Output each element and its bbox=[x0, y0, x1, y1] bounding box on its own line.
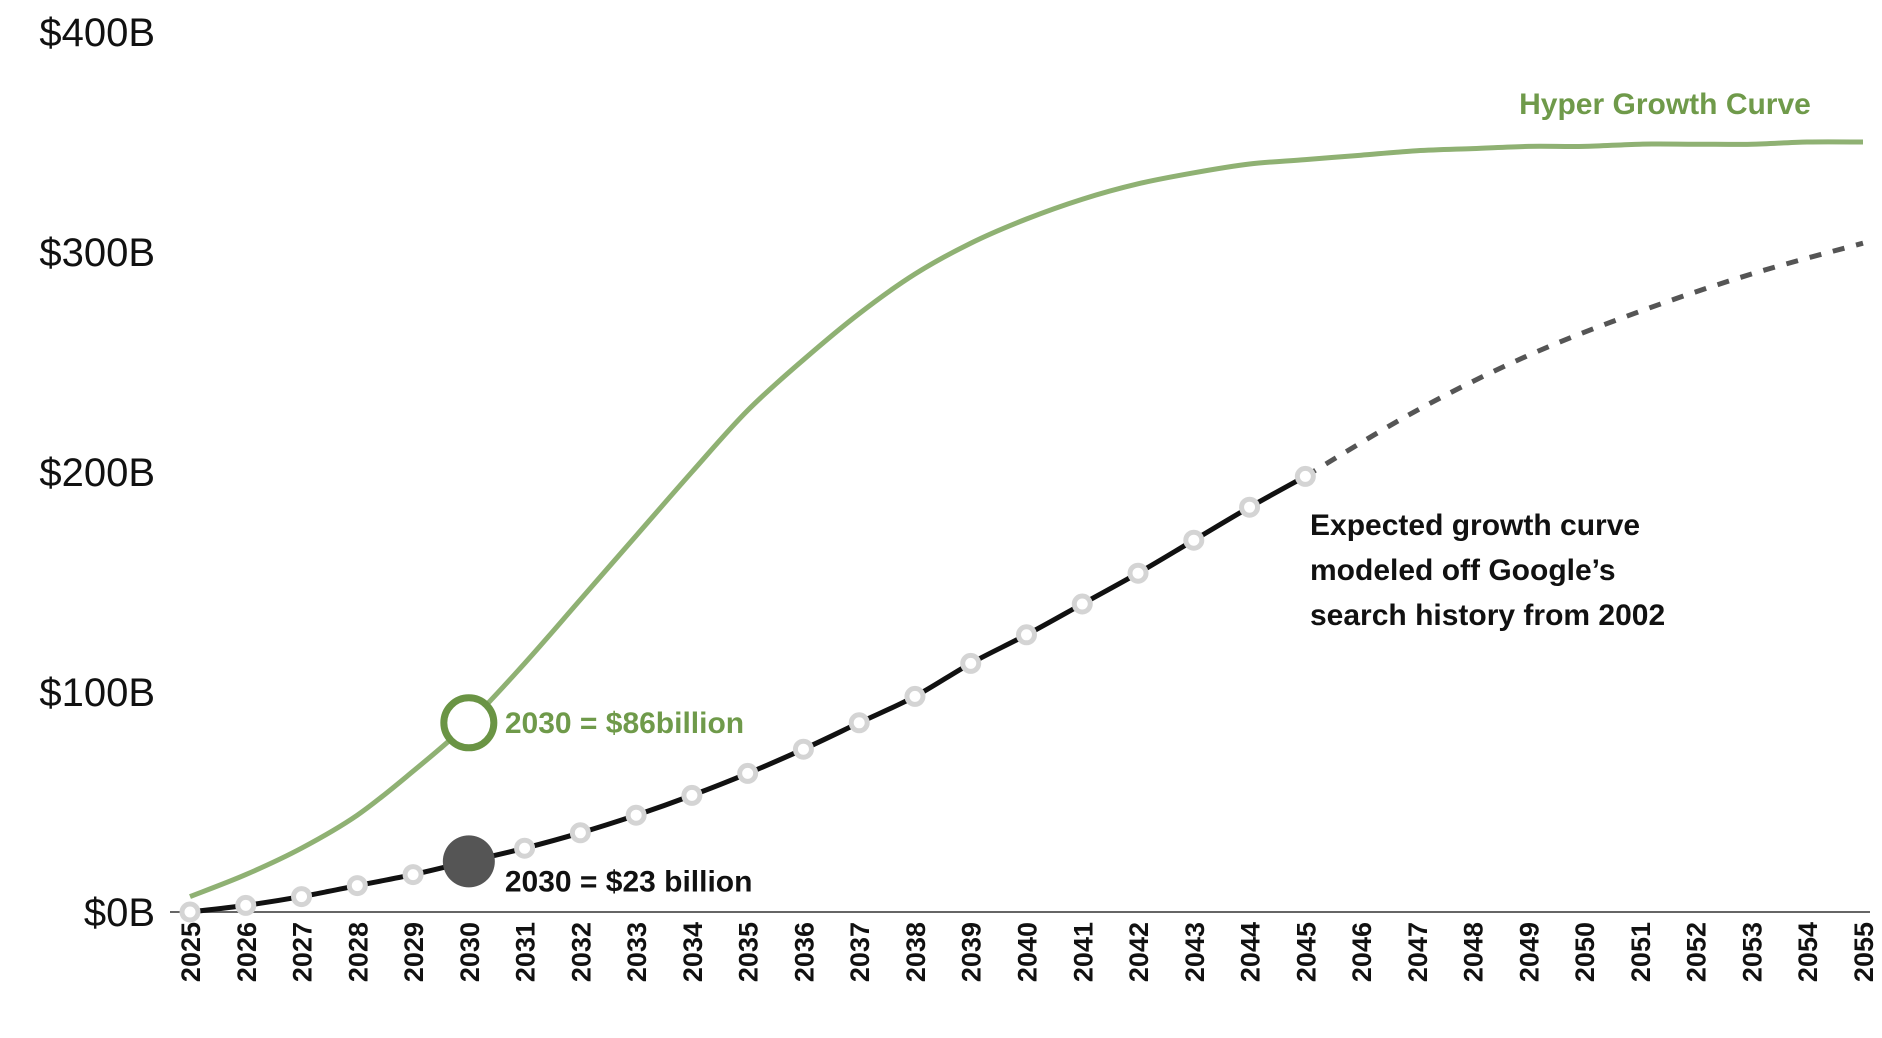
x-tick-label: 2039 bbox=[957, 922, 987, 982]
x-tick-label: 2032 bbox=[566, 922, 596, 982]
y-tick-label: $0B bbox=[84, 891, 155, 935]
data-point bbox=[179, 901, 201, 923]
data-point bbox=[1071, 593, 1093, 615]
x-tick-label: 2029 bbox=[399, 922, 429, 982]
x-axis-labels: 2025 2026 2027 2028 2029 2030 2031 2032 2033 2034… bbox=[176, 922, 1879, 982]
x-tick-label: 2034 bbox=[678, 922, 708, 982]
x-tick-label: 2042 bbox=[1124, 922, 1154, 982]
x-tick-label: 2040 bbox=[1013, 922, 1043, 982]
x-tick-label: 2025 bbox=[176, 922, 206, 982]
x-tick-label: 2055 bbox=[1849, 922, 1879, 982]
x-tick-label: 2028 bbox=[343, 922, 373, 982]
expected-2030-label: 2030 = $23 billion bbox=[505, 865, 753, 898]
x-tick-label: 2046 bbox=[1347, 922, 1377, 982]
projected-growth-line bbox=[1304, 240, 1864, 479]
x-tick-label: 2036 bbox=[789, 922, 819, 982]
data-point bbox=[569, 822, 591, 844]
data-point bbox=[848, 712, 870, 734]
x-tick-label: 2050 bbox=[1570, 922, 1600, 982]
data-point bbox=[681, 784, 703, 806]
data-point bbox=[625, 804, 647, 826]
x-tick-label: 2030 bbox=[455, 922, 485, 982]
x-tick-label: 2031 bbox=[511, 922, 541, 982]
x-tick-label: 2043 bbox=[1180, 922, 1210, 982]
x-tick-label: 2038 bbox=[901, 922, 931, 982]
data-point bbox=[1016, 624, 1037, 646]
data-point bbox=[792, 738, 814, 760]
data-point bbox=[514, 837, 536, 859]
hyper-2030-marker bbox=[440, 694, 498, 752]
expected-growth-line bbox=[189, 474, 1307, 915]
x-tick-label: 2053 bbox=[1737, 922, 1767, 982]
x-tick-label: 2041 bbox=[1068, 922, 1098, 982]
y-tick-label: $100B bbox=[39, 671, 155, 715]
expected-label-line-3: search history from 2002 bbox=[1310, 599, 1665, 632]
x-tick-label: 2049 bbox=[1514, 922, 1544, 982]
x-tick-label: 2037 bbox=[845, 922, 875, 982]
x-tick-label: 2027 bbox=[288, 922, 318, 982]
data-point bbox=[904, 685, 926, 707]
x-tick-label: 2045 bbox=[1291, 922, 1321, 982]
y-tick-label: $300B bbox=[39, 231, 155, 275]
x-tick-label: 2048 bbox=[1459, 922, 1489, 982]
y-tick-label: $200B bbox=[39, 451, 155, 495]
data-point bbox=[960, 652, 982, 674]
data-point bbox=[737, 762, 759, 784]
x-tick-label: 2052 bbox=[1682, 922, 1712, 982]
expected-2030-marker bbox=[442, 835, 495, 888]
x-tick-label: 2051 bbox=[1626, 922, 1656, 982]
y-axis-labels: $0B $100B $200B $300B $400B bbox=[39, 11, 155, 935]
data-point bbox=[291, 886, 313, 908]
expected-growth-label: Expected growth curve modeled off Google… bbox=[1310, 509, 1665, 632]
x-tick-label: 2054 bbox=[1793, 922, 1823, 982]
data-point bbox=[1239, 496, 1261, 518]
expected-label-line-2: modeled off Google’s bbox=[1310, 554, 1616, 587]
expected-label-line-1: Expected growth curve bbox=[1310, 509, 1640, 542]
y-tick-label: $400B bbox=[39, 11, 155, 55]
data-point bbox=[1183, 529, 1205, 551]
data-point bbox=[235, 894, 257, 916]
hyper-2030-label: 2030 = $86billion bbox=[505, 707, 744, 740]
x-tick-label: 2044 bbox=[1236, 922, 1266, 982]
x-tick-label: 2035 bbox=[734, 922, 764, 982]
data-point bbox=[1127, 562, 1149, 584]
data-point bbox=[1294, 465, 1316, 487]
x-tick-label: 2026 bbox=[232, 922, 262, 982]
points-layer bbox=[179, 465, 1316, 923]
hyper-growth-label: Hyper Growth Curve bbox=[1519, 88, 1811, 121]
x-tick-label: 2047 bbox=[1403, 922, 1433, 982]
highlight-layer: 2030 = $86billion 2030 = $23 billion bbox=[440, 694, 753, 898]
data-point bbox=[346, 875, 368, 897]
x-tick-label: 2033 bbox=[622, 922, 652, 982]
data-point bbox=[402, 864, 424, 886]
